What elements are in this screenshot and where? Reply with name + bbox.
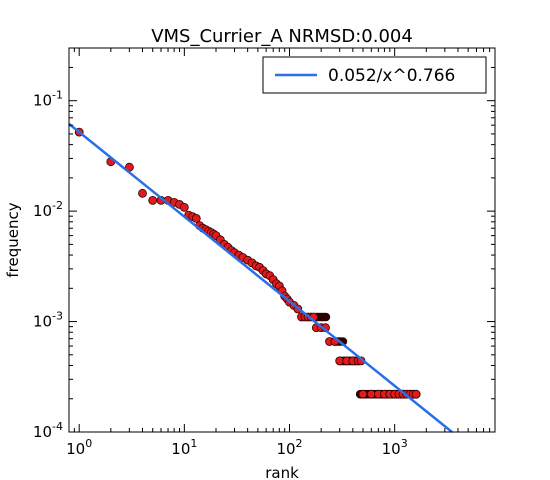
data-point-9 [179,202,189,212]
x-tick-label: 103 [382,437,408,458]
legend-fit-label: 0.052/x^0.766 [328,66,455,86]
legend: 0.052/x^0.766 [262,56,487,94]
x-tick-label: 102 [276,437,302,458]
data-point-69 [411,389,421,399]
x-tick-label: 101 [171,437,197,458]
fit-line [68,122,453,433]
y-tick-label: 10-2 [33,199,63,220]
y-tick-label: 10-3 [33,310,63,331]
data-point-58 [358,389,368,399]
chart-title: VMS_Currier_A NRMSD:0.004 [151,26,413,47]
y-tick-label: 10-4 [33,420,63,441]
data-point-4 [148,195,158,205]
x-tick-label: 100 [66,437,92,458]
y-tick-label: 10-1 [33,89,63,110]
plot-frame [68,47,496,433]
data-point-run-0 [321,312,331,322]
plot-area [69,48,495,432]
plot-marks [68,122,453,433]
data-point-12 [191,213,201,223]
x-axis-label: rank [265,464,299,480]
data-point-3 [138,188,147,198]
y-axis-label: frequency [4,202,22,277]
